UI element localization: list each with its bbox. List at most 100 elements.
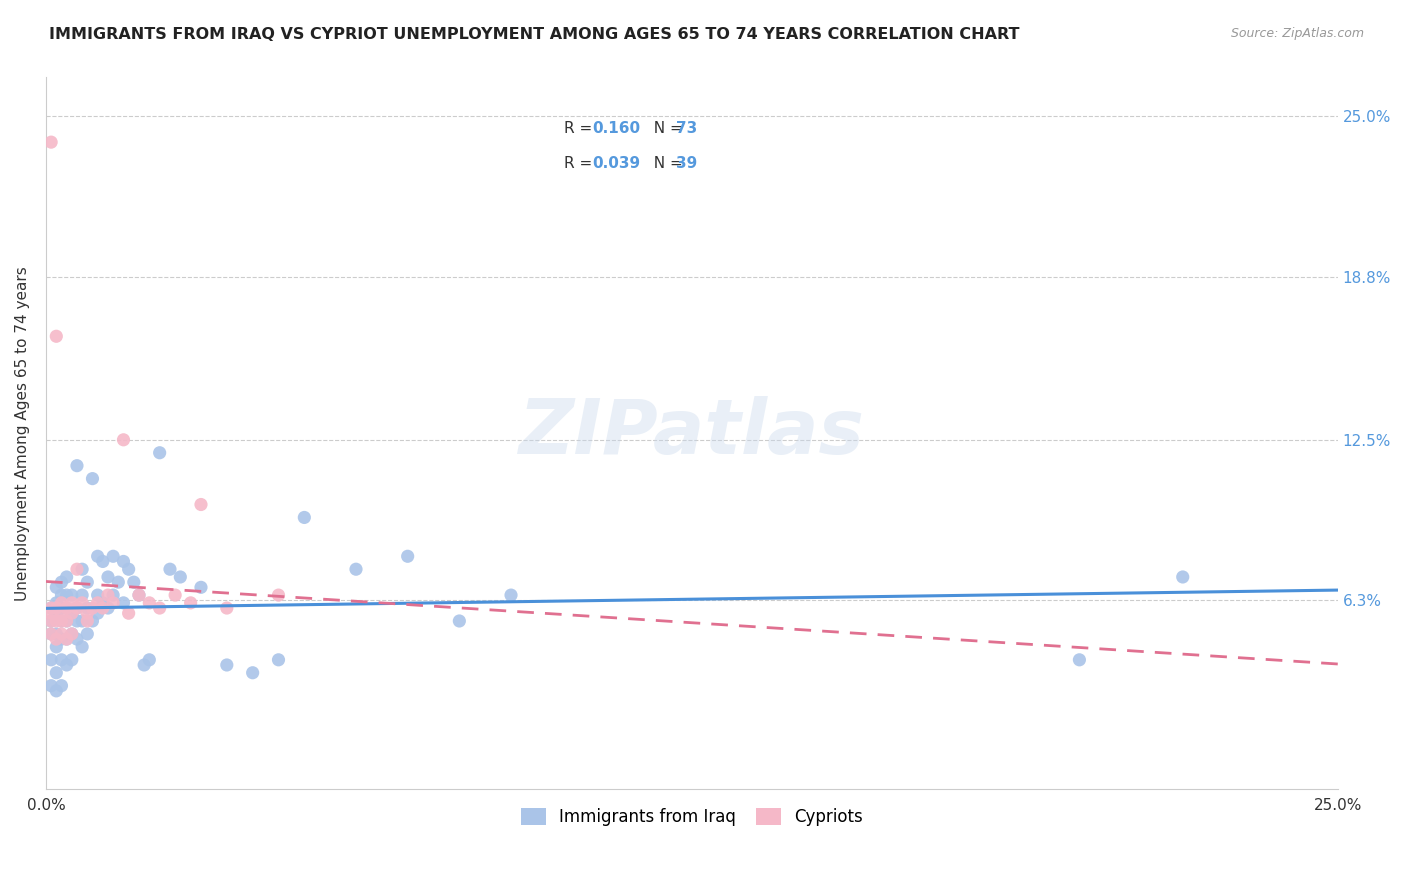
Point (134, 657, 156, 672)
Point (55, 632, 77, 646)
Point (70, 562, 93, 576)
Point (45, 627, 67, 641)
Point (169, 570, 191, 584)
Point (39, 135, 62, 149)
Point (396, 549, 419, 564)
Point (66, 562, 89, 576)
Point (122, 575, 145, 590)
Point (55, 657, 77, 672)
Point (39, 614, 62, 628)
Point (45, 684, 67, 698)
Point (86, 549, 108, 564)
Point (1069, 653, 1091, 667)
Point (112, 433, 135, 447)
Point (242, 665, 264, 680)
Point (51, 653, 73, 667)
Point (159, 562, 181, 576)
Point (86, 606, 108, 620)
Point (86, 596, 108, 610)
Point (66, 601, 89, 615)
Point (76, 627, 98, 641)
Point (51, 606, 73, 620)
Point (76, 614, 98, 628)
Point (45, 601, 67, 615)
Text: R =: R = (564, 121, 596, 136)
Point (55, 632, 77, 646)
Text: ZIPatlas: ZIPatlas (519, 396, 865, 470)
Text: 0.039: 0.039 (592, 156, 640, 171)
Point (45, 606, 67, 620)
Point (149, 446, 172, 460)
Point (66, 601, 89, 615)
Point (39, 601, 62, 615)
Point (499, 588, 522, 602)
Point (101, 596, 124, 610)
Point (51, 575, 73, 590)
Point (86, 588, 108, 602)
Point (60, 596, 83, 610)
Point (39, 653, 62, 667)
Point (91, 596, 114, 610)
Text: 73: 73 (676, 121, 697, 136)
Point (107, 575, 129, 590)
Point (112, 596, 135, 610)
Point (51, 679, 73, 693)
Point (39, 679, 62, 693)
Point (70, 588, 93, 602)
Point (128, 588, 150, 602)
Point (76, 606, 98, 620)
Point (267, 588, 290, 602)
Point (55, 601, 77, 615)
Point (55, 588, 77, 602)
Point (101, 588, 124, 602)
Text: R =: R = (564, 156, 596, 171)
Point (66, 614, 89, 628)
Point (51, 588, 73, 602)
Point (180, 596, 202, 610)
Point (45, 640, 67, 654)
Point (51, 614, 73, 628)
Point (55, 601, 77, 615)
Point (45, 580, 67, 594)
Point (76, 601, 98, 615)
Point (45, 614, 67, 628)
Point (91, 601, 114, 615)
Point (39, 601, 62, 615)
Point (97, 570, 120, 584)
Point (97, 588, 120, 602)
Point (55, 614, 77, 628)
Point (60, 627, 83, 641)
Point (1171, 570, 1194, 584)
Point (51, 601, 73, 615)
Point (51, 596, 73, 610)
Point (51, 614, 73, 628)
Point (149, 601, 172, 615)
Point (55, 614, 77, 628)
Point (267, 653, 290, 667)
Point (66, 458, 89, 473)
Text: IMMIGRANTS FROM IRAQ VS CYPRIOT UNEMPLOYMENT AMONG AGES 65 TO 74 YEARS CORRELATI: IMMIGRANTS FROM IRAQ VS CYPRIOT UNEMPLOY… (49, 27, 1019, 42)
Text: 39: 39 (676, 156, 697, 171)
Point (60, 606, 83, 620)
Point (449, 614, 471, 628)
Legend: Immigrants from Iraq, Cypriots: Immigrants from Iraq, Cypriots (512, 799, 872, 834)
Text: 0.160: 0.160 (592, 121, 640, 136)
Point (39, 606, 62, 620)
Point (60, 606, 83, 620)
Point (165, 588, 187, 602)
Point (45, 329, 67, 343)
Point (138, 596, 160, 610)
Text: N =: N = (644, 121, 688, 136)
Y-axis label: Unemployment Among Ages 65 to 74 years: Unemployment Among Ages 65 to 74 years (15, 266, 30, 600)
Text: Source: ZipAtlas.com: Source: ZipAtlas.com (1230, 27, 1364, 40)
Point (91, 554, 114, 568)
Point (45, 665, 67, 680)
Point (82, 614, 104, 628)
Point (45, 596, 67, 610)
Point (215, 601, 238, 615)
Point (138, 653, 160, 667)
Point (292, 510, 315, 524)
Point (344, 562, 367, 576)
Point (60, 653, 83, 667)
Point (45, 632, 67, 646)
